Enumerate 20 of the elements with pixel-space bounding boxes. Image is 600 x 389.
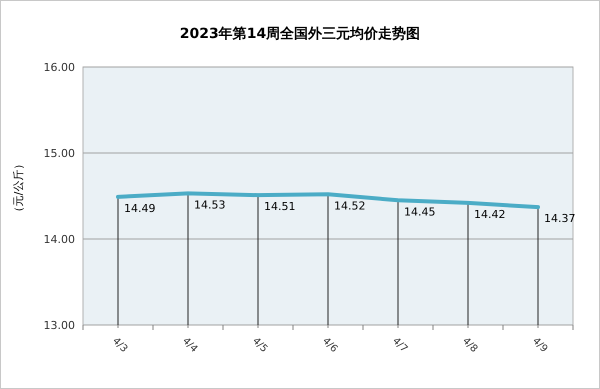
x-tick-label: 4/6 xyxy=(320,336,340,355)
data-label: 14.51 xyxy=(264,200,296,214)
data-label: 14.42 xyxy=(474,208,506,221)
data-label: 14.37 xyxy=(544,212,576,226)
x-tick-label: 4/3 xyxy=(110,336,130,355)
x-tick-label: 4/5 xyxy=(250,336,270,355)
data-label: 14.49 xyxy=(124,202,156,215)
data-label: 14.53 xyxy=(194,198,226,212)
y-tick-label: 16.00 xyxy=(44,61,75,74)
y-tick-label: 15.00 xyxy=(44,147,75,160)
y-axis-title: （元/公斤） xyxy=(12,158,25,218)
chart-title: 2023年第14周全国外三元均价走势图 xyxy=(180,26,420,42)
y-tick-label: 13.00 xyxy=(44,319,75,332)
x-tick-label: 4/7 xyxy=(390,336,410,355)
x-tick-label: 4/4 xyxy=(180,336,200,355)
y-tick-label: 14.00 xyxy=(44,233,75,246)
data-label: 14.52 xyxy=(334,199,366,212)
data-label: 14.45 xyxy=(404,205,436,218)
x-tick-label: 4/8 xyxy=(460,336,480,355)
x-tick-label: 4/9 xyxy=(530,336,550,355)
